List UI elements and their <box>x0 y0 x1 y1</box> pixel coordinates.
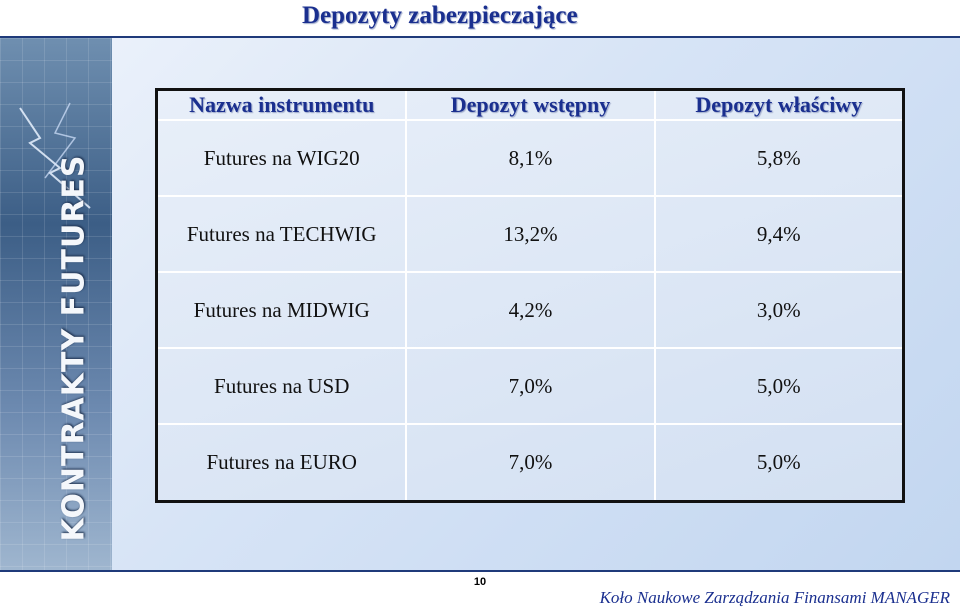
table-row: Futures na EURO 7,0% 5,0% <box>155 423 905 503</box>
futures-logo-text: KONTRAKTY FUTURES <box>56 154 92 542</box>
initial-deposit-cell: 8,1% <box>405 118 656 198</box>
table-row: Futures na WIG20 8,1% 5,8% <box>155 118 905 198</box>
maintenance-deposit-cell: 5,0% <box>653 423 905 503</box>
slide-title: Depozyty zabezpieczające <box>302 2 578 29</box>
lightning-icon <box>19 102 91 209</box>
table-row: Futures na USD 7,0% 5,0% <box>155 347 905 426</box>
page-number: 10 <box>473 576 487 588</box>
instrument-name-cell: Futures na WIG20 <box>155 118 408 198</box>
footer-divider <box>0 570 960 572</box>
deposit-table: Nazwa instrumentu Depozyt wstępny Depozy… <box>155 88 905 503</box>
initial-deposit-cell: 7,0% <box>405 423 656 503</box>
table-row: Futures na TECHWIG 13,2% 9,4% <box>155 195 905 274</box>
instrument-name-cell: Futures na MIDWIG <box>155 271 408 350</box>
maintenance-deposit-cell: 3,0% <box>653 271 905 350</box>
initial-deposit-cell: 13,2% <box>405 195 656 274</box>
initial-deposit-cell: 7,0% <box>405 347 656 426</box>
initial-deposit-cell: 4,2% <box>405 271 656 350</box>
table-header-row: Nazwa instrumentu Depozyt wstępny Depozy… <box>155 88 905 121</box>
maintenance-deposit-cell: 5,8% <box>653 118 905 198</box>
header-instrument-name: Nazwa instrumentu <box>155 88 408 121</box>
maintenance-deposit-cell: 5,0% <box>653 347 905 426</box>
maintenance-deposit-cell: 9,4% <box>653 195 905 274</box>
futures-logo: KONTRAKTY FUTURES <box>44 154 104 541</box>
sidebar-image: KONTRAKTY FUTURES <box>0 38 112 570</box>
header-maintenance-deposit: Depozyt właściwy <box>653 88 905 121</box>
instrument-name-cell: Futures na TECHWIG <box>155 195 408 274</box>
instrument-name-cell: Futures na EURO <box>155 423 408 503</box>
footer-organization: Koło Naukowe Zarządzania Finansami MANAG… <box>599 588 950 607</box>
sidebar-grid-pattern <box>0 38 112 570</box>
table-row: Futures na MIDWIG 4,2% 3,0% <box>155 271 905 350</box>
instrument-name-cell: Futures na USD <box>155 347 408 426</box>
header-initial-deposit: Depozyt wstępny <box>405 88 656 121</box>
